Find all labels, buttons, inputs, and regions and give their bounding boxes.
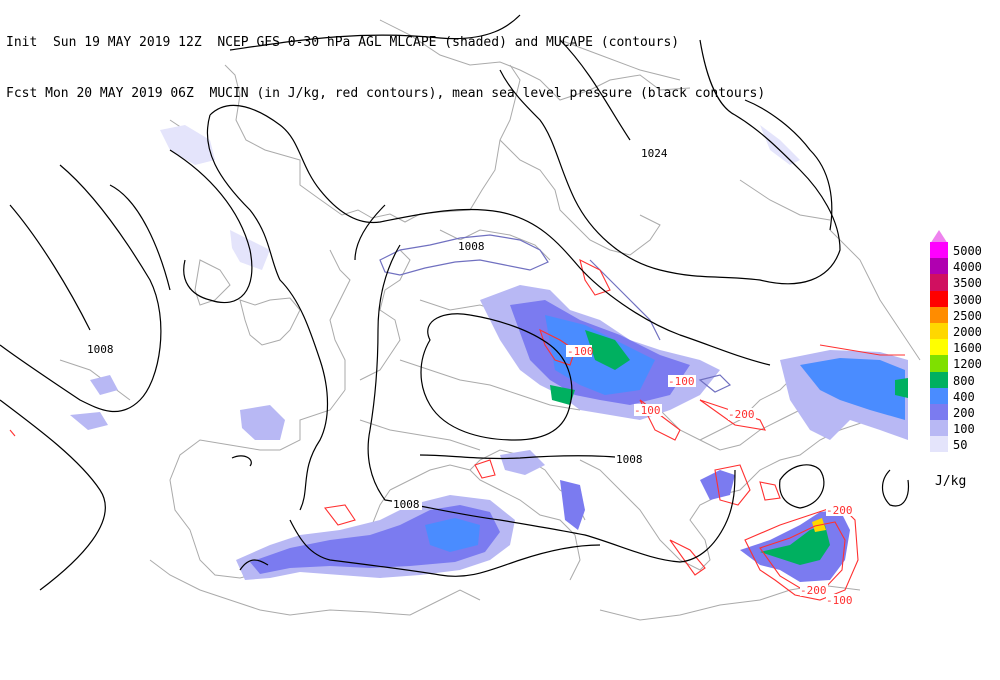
legend-label: 5000 — [953, 244, 982, 258]
legend-label: 100 — [953, 422, 975, 437]
header-line-init: Init Sun 19 MAY 2019 12Z NCEP GFS 0-30 h… — [6, 35, 680, 50]
legend-swatch — [930, 339, 948, 356]
mucin-label: -100 — [634, 404, 661, 417]
legend-label: 3500 — [953, 276, 982, 291]
mucin-label: -100 — [826, 594, 853, 607]
mucin-label: -100 — [567, 345, 594, 358]
mlcape-shading — [70, 125, 908, 582]
legend-triangle-icon — [930, 230, 948, 244]
legend-label: 800 — [953, 373, 975, 388]
legend-label: 2000 — [953, 324, 982, 339]
legend-label: 2500 — [953, 308, 982, 323]
legend-swatch — [930, 387, 948, 404]
legend-swatch — [930, 290, 948, 307]
legend-swatch — [930, 306, 948, 323]
legend-label: 3000 — [953, 292, 982, 307]
pressure-label: 1024 — [641, 147, 668, 160]
pressure-label: 1008 — [458, 240, 485, 253]
legend-swatch — [930, 355, 948, 372]
legend-label: 4000 — [953, 260, 982, 275]
mucin-label: -100 — [668, 375, 695, 388]
legend-swatch — [930, 420, 948, 437]
legend-label: 1200 — [953, 357, 982, 372]
map-header: Init Sun 19 MAY 2019 12Z NCEP GFS 0-30 h… — [6, 0, 765, 119]
pressure-label: 1008 — [616, 453, 643, 466]
legend-label: 50 — [953, 438, 968, 453]
legend-swatch — [930, 403, 948, 421]
header-line-forecast: Fcst Mon 20 MAY 2019 06Z MUCIN (in J/kg,… — [6, 86, 766, 101]
legend-label: 200 — [953, 405, 975, 420]
legend-swatch — [930, 258, 948, 275]
legend-swatch — [930, 322, 948, 340]
mucin-label: -200 — [800, 584, 827, 597]
legend-units: J/kg — [935, 474, 967, 489]
legend-swatch — [930, 242, 948, 259]
pressure-contours — [0, 14, 910, 591]
pressure-label: 1008 — [87, 343, 114, 356]
legend-swatch — [930, 371, 948, 388]
mucin-labels: -100 -100 -100 -200 -200 -200 -100 — [566, 345, 853, 607]
legend-swatch — [930, 436, 948, 453]
mucin-contours — [9, 258, 905, 601]
pressure-label: 1008 — [393, 498, 420, 511]
legend-swatch — [930, 274, 948, 291]
mucin-label: -200 — [728, 408, 755, 421]
legend-label: 1600 — [953, 341, 982, 356]
legend-label: 400 — [953, 389, 975, 404]
mucin-label: -200 — [826, 504, 853, 517]
pressure-labels: 1024 1008 1008 1008 1008 — [86, 147, 670, 511]
mucape-contours — [379, 234, 732, 393]
